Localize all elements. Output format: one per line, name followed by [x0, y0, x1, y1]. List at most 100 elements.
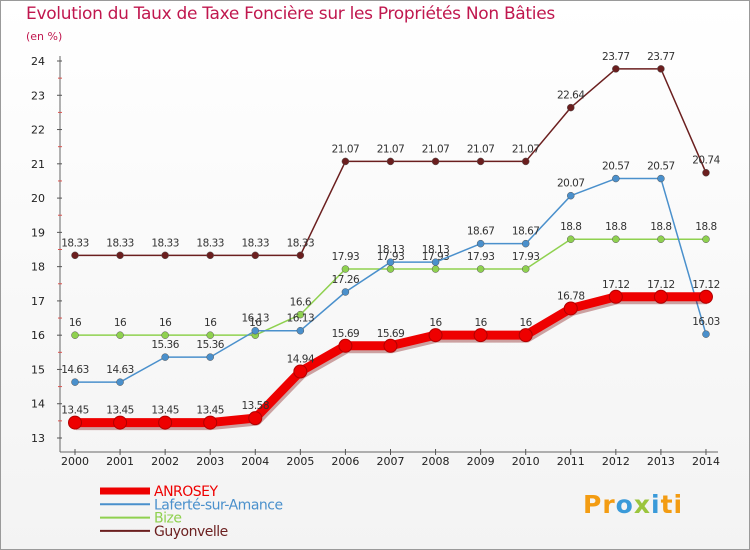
y-tick-label: 13 [31, 432, 45, 445]
data-label: 14.63 [61, 364, 89, 376]
x-tick-label: 2002 [151, 455, 179, 468]
data-label: 16 [474, 317, 487, 329]
data-label: 17.12 [647, 279, 675, 291]
logo-part: Pr [583, 490, 616, 519]
data-label: 17.12 [692, 279, 720, 291]
x-tick-label: 2006 [331, 455, 359, 468]
data-point [71, 251, 79, 260]
data-point [386, 265, 395, 273]
data-label: 18.33 [241, 237, 269, 249]
data-label: 18.33 [196, 237, 224, 249]
data-point [657, 174, 665, 183]
legend-label: Bize [154, 511, 181, 527]
data-point [341, 288, 350, 296]
data-point [341, 265, 350, 273]
x-tick-label: 2014 [692, 455, 720, 468]
data-label: 16 [204, 317, 217, 329]
data-label: 16.13 [287, 313, 315, 325]
data-label: 16 [249, 317, 262, 329]
data-point [206, 331, 214, 339]
data-point [206, 353, 214, 361]
data-label: 16 [114, 317, 127, 329]
data-point [521, 157, 530, 166]
data-label: 16.6 [290, 297, 312, 309]
data-point [567, 235, 575, 243]
data-point [383, 338, 398, 353]
y-tick-label: 17 [31, 295, 45, 308]
data-label: 20.07 [557, 178, 585, 190]
data-label: 16 [520, 317, 533, 329]
data-label: 23.77 [647, 51, 675, 63]
data-point [608, 289, 623, 304]
data-label: 21.07 [512, 143, 540, 155]
x-tick-label: 2008 [422, 455, 450, 468]
logo-part: i [650, 490, 661, 519]
data-label: 15.36 [151, 339, 179, 351]
x-tick-label: 2013 [647, 455, 675, 468]
data-label: 14.63 [106, 364, 134, 376]
data-point [428, 328, 443, 343]
data-label: 17.93 [467, 251, 495, 263]
data-label: 17.26 [332, 274, 360, 286]
data-label: 18.8 [650, 221, 671, 233]
x-tick-label: 2009 [467, 455, 495, 468]
x-tick-label: 2011 [557, 455, 585, 468]
y-tick-label: 20 [31, 192, 45, 205]
data-label: 23.77 [602, 51, 630, 63]
data-point [702, 330, 710, 338]
data-point [476, 265, 485, 273]
data-point [473, 328, 488, 343]
data-point [431, 258, 440, 266]
data-label: 18.8 [695, 221, 716, 233]
data-point [248, 411, 263, 426]
data-point [161, 251, 169, 260]
y-axis-unit-label: (en %) [26, 30, 63, 43]
data-label: 18.13 [422, 244, 450, 256]
data-label: 21.07 [422, 143, 450, 155]
data-point [653, 289, 668, 304]
data-label: 13.45 [106, 405, 134, 417]
data-label: 18.33 [151, 237, 179, 249]
data-point [71, 331, 79, 339]
data-point [158, 415, 173, 430]
data-label: 18.33 [61, 237, 89, 249]
data-point [386, 157, 395, 166]
data-label: 18.8 [560, 221, 581, 233]
data-point [293, 364, 308, 379]
data-label: 14.94 [287, 354, 315, 366]
y-tick-label: 16 [31, 329, 45, 342]
legend-label: Guyonvelle [154, 524, 228, 540]
logo-part: x [633, 490, 651, 519]
x-tick-label: 2000 [61, 455, 89, 468]
data-point [116, 378, 124, 386]
data-label: 21.07 [467, 143, 495, 155]
data-label: 16 [69, 317, 82, 329]
data-label: 16.13 [241, 313, 269, 325]
data-label: 21.07 [377, 143, 405, 155]
y-tick-label: 15 [31, 363, 45, 376]
data-point [698, 289, 713, 304]
data-point [251, 326, 260, 335]
data-label: 18.8 [605, 221, 626, 233]
data-label: 17.93 [422, 251, 450, 263]
x-tick-label: 2010 [512, 455, 540, 468]
data-label: 20.57 [602, 161, 630, 173]
data-point [476, 157, 485, 166]
y-tick-label: 21 [31, 158, 45, 171]
y-tick-label: 18 [31, 261, 45, 274]
data-label: 17.93 [377, 251, 405, 263]
data-point [563, 301, 578, 316]
data-point [657, 235, 665, 243]
data-point [386, 258, 395, 266]
data-point [161, 353, 169, 361]
data-label: 22.64 [557, 90, 585, 102]
data-label: 16 [159, 317, 172, 329]
data-label: 20.74 [692, 155, 720, 167]
data-point [702, 235, 710, 243]
data-point [68, 415, 82, 430]
data-point [161, 331, 169, 339]
y-tick-label: 23 [31, 89, 45, 102]
data-point [612, 174, 620, 183]
data-point [567, 191, 575, 200]
